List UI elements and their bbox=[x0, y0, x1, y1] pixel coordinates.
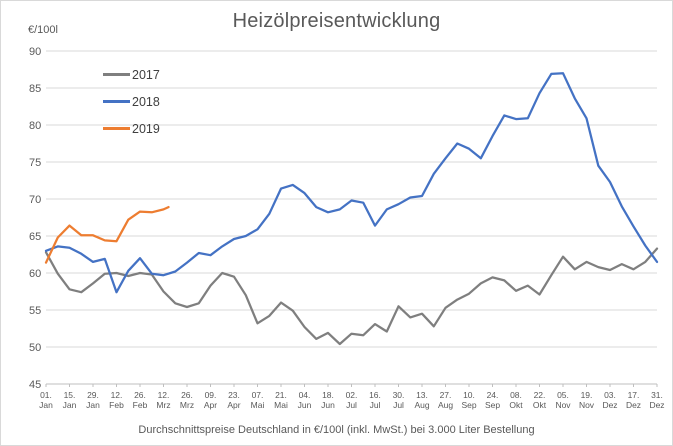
x-tick-label: 10. Sep bbox=[461, 390, 476, 410]
legend-line-swatch bbox=[103, 127, 130, 130]
x-tick-label: 09. Apr bbox=[204, 390, 217, 410]
x-tick-label: 15. Jan bbox=[63, 390, 77, 410]
x-tick-label: 13. Aug bbox=[414, 390, 429, 410]
x-tick-label: 21. Mai bbox=[274, 390, 288, 410]
legend: 2017 2018 2019 bbox=[103, 65, 160, 146]
chart-caption: Durchschnittspreise Deutschland in €/100… bbox=[138, 424, 535, 436]
series-line-2019 bbox=[44, 205, 170, 264]
y-tick-label: 85 bbox=[29, 83, 41, 95]
legend-item-2018: 2018 bbox=[103, 92, 160, 111]
chart-title: Heizölpreisentwicklung bbox=[232, 10, 441, 32]
y-tick-label: 50 bbox=[29, 342, 41, 354]
x-tick-label: 19. Nov bbox=[579, 390, 595, 410]
x-tick-label: 04. Jun bbox=[298, 390, 312, 410]
y-tick-label: 80 bbox=[29, 120, 41, 132]
x-tick-label: 29. Jan bbox=[86, 390, 100, 410]
x-tick-label: 26. Mrz bbox=[180, 390, 194, 410]
x-tick-label: 22. Okt bbox=[533, 390, 547, 410]
x-tick-label: 08. Okt bbox=[509, 390, 523, 410]
series-line-2018 bbox=[44, 72, 659, 294]
x-tick-label: 02. Jul bbox=[346, 390, 358, 410]
x-tick-label: 01. Jan bbox=[39, 390, 53, 410]
y-tick-label: 90 bbox=[29, 46, 41, 58]
x-tick-label: 05. Nov bbox=[555, 390, 571, 410]
y-axis-unit-label: €/100l bbox=[28, 24, 58, 36]
legend-line-swatch bbox=[103, 73, 130, 76]
legend-label: 2018 bbox=[132, 94, 160, 109]
x-tick-label: 26. Feb bbox=[133, 390, 148, 410]
legend-line-swatch bbox=[103, 100, 130, 103]
y-tick-label: 75 bbox=[29, 157, 41, 169]
x-tick-label: 18. Jun bbox=[321, 390, 335, 410]
y-tick-label: 65 bbox=[29, 231, 41, 243]
x-tick-label: 31. Dez bbox=[649, 390, 664, 410]
x-tick-label: 03. Dez bbox=[602, 390, 617, 410]
y-tick-label: 70 bbox=[29, 194, 41, 206]
x-tick-label: 16. Jul bbox=[369, 390, 381, 410]
x-tick-label: 27. Aug bbox=[438, 390, 453, 410]
x-tick-label: 12. Feb bbox=[109, 390, 124, 410]
legend-item-2019: 2019 bbox=[103, 119, 160, 138]
legend-label: 2017 bbox=[132, 67, 160, 82]
x-tick-label: 23. Apr bbox=[227, 390, 240, 410]
series-line-2017 bbox=[44, 247, 659, 346]
y-tick-label: 55 bbox=[29, 305, 41, 317]
y-tick-label: 45 bbox=[29, 379, 41, 391]
x-tick-label: 07. Mai bbox=[251, 390, 265, 410]
x-tick-label: 24. Sep bbox=[485, 390, 500, 410]
x-tick-label: 12. Mrz bbox=[156, 390, 170, 410]
x-tick-label: 17. Dez bbox=[626, 390, 641, 410]
legend-label: 2019 bbox=[132, 121, 160, 136]
x-tick-label: 30. Jul bbox=[393, 390, 405, 410]
y-tick-label: 60 bbox=[29, 268, 41, 280]
legend-item-2017: 2017 bbox=[103, 65, 160, 84]
